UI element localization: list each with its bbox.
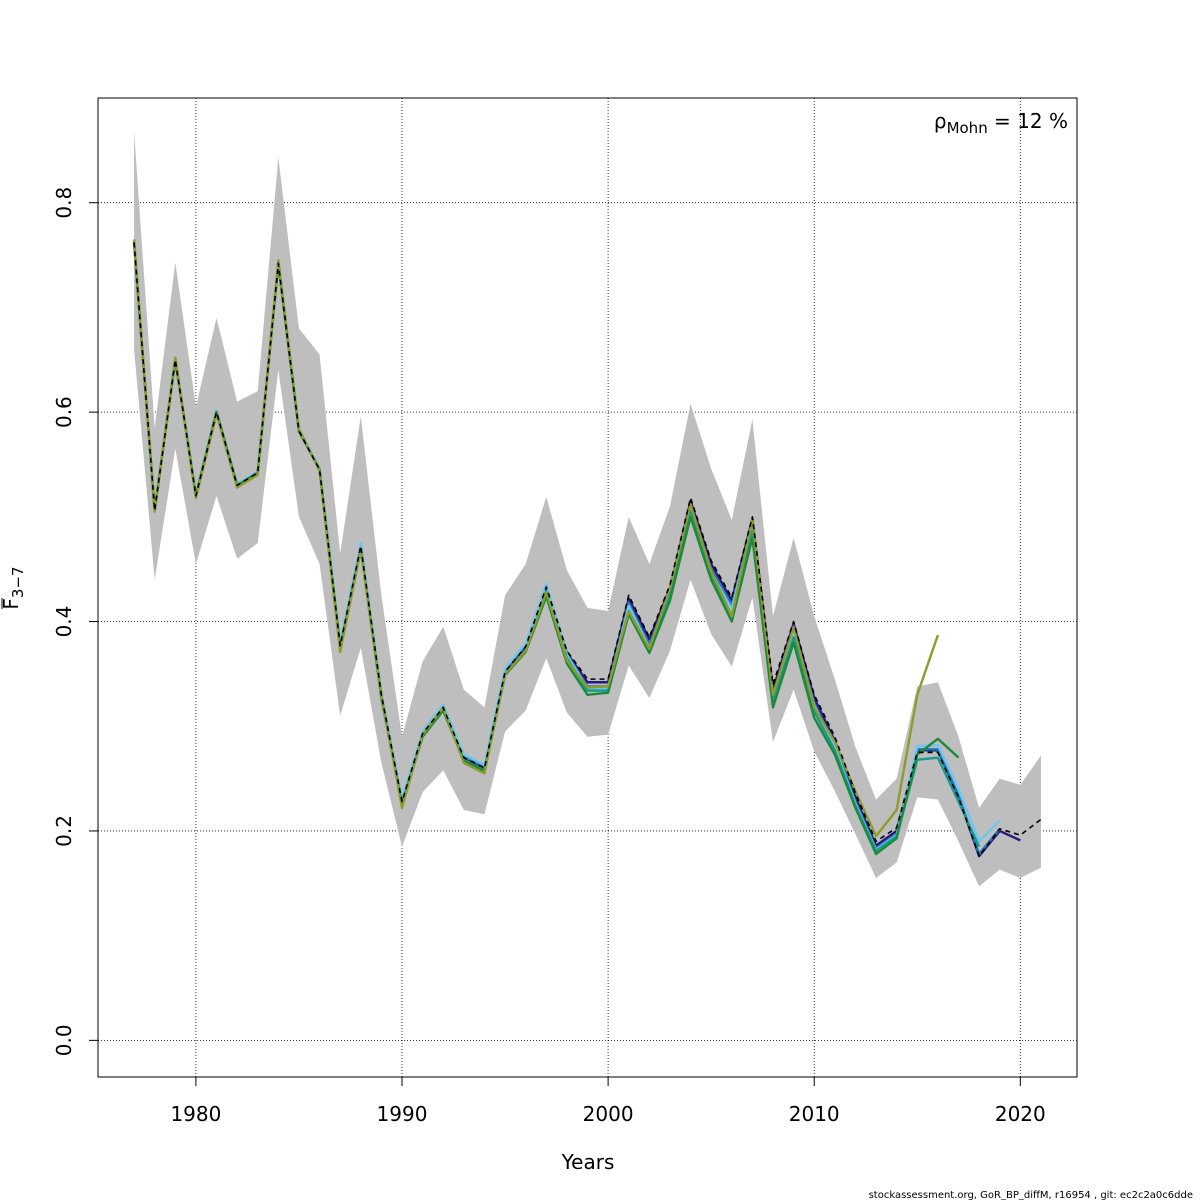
y-tick-label: 0.2 [52,815,76,847]
y-tick-label: 0.8 [52,187,76,219]
axes-group: 1980 1990 2000 2010 2020 0.0 0.2 0.4 0.6 0.8 [52,187,1046,1126]
x-tick-label: 2010 [789,1102,840,1126]
y-tick-label: 0.6 [52,396,76,428]
y-tick-label: 0.0 [52,1024,76,1056]
y-axis-title-subscript: 3−7 [9,566,27,598]
svg-text:F3−7: F3−7 [0,566,27,609]
mohn-rho-symbol: ρ [934,109,947,133]
x-tick-label: 1990 [377,1102,428,1126]
x-axis-title: Years [561,1150,615,1174]
y-axis-title: F3−7 [0,566,27,609]
y-axis-title-main: F [0,598,23,610]
x-tick-label: 1980 [170,1102,221,1126]
mohn-rho-value: = 12 % [988,109,1068,133]
grid-lines [98,98,1077,1077]
mohn-rho-subscript: Mohn [947,119,988,137]
footer-credit: stockassessment.org, GoR_BP_diffM, r1695… [869,1190,1193,1200]
x-tick-label: 2000 [583,1102,634,1126]
x-tick-label: 2020 [995,1102,1046,1126]
series-lines-group [132,239,1042,858]
confidence-band [134,131,1041,887]
confidence-band-group [134,131,1041,887]
y-tick-label: 0.4 [52,606,76,638]
series-line-0 [133,242,1042,857]
plot-frame [97,97,1078,1078]
mohn-rho-annotation: ρMohn = 12 % [934,109,1068,137]
